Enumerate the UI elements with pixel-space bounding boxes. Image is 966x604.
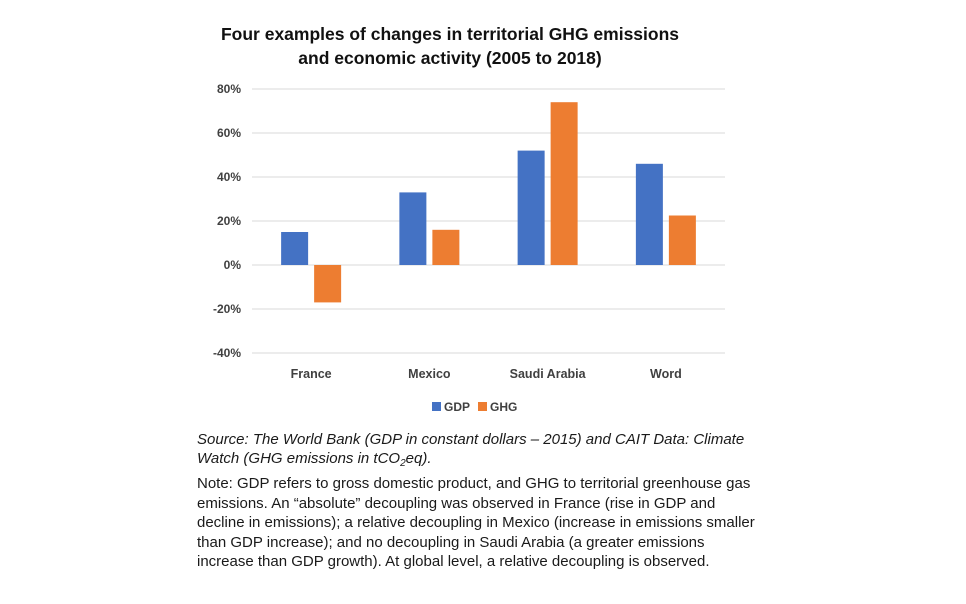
legend-swatch-gdp bbox=[432, 402, 441, 411]
bar-chart: -40% -20% 0% 20% 40% 60% 80% France Mexico Saudi… bbox=[213, 82, 725, 414]
chart-title-line-1: Four examples of changes in territorial … bbox=[220, 24, 680, 44]
x-tick-label: Saudi Arabia bbox=[510, 367, 587, 381]
bar-gdp-france bbox=[281, 232, 309, 265]
bar-gdp-mexico bbox=[399, 192, 427, 265]
x-axis-labels: France Mexico Saudi Arabia Word bbox=[291, 367, 682, 381]
x-tick-label: France bbox=[291, 367, 332, 381]
bar-gdp-word bbox=[635, 163, 663, 265]
y-tick-label: 40% bbox=[217, 170, 241, 184]
source-suffix: eq). bbox=[405, 450, 432, 467]
bar-ghg-word bbox=[668, 215, 696, 265]
bar-ghg-france bbox=[314, 265, 342, 303]
bar-gdp-saudi-arabia bbox=[517, 150, 545, 265]
x-tick-label: Mexico bbox=[408, 367, 451, 381]
legend-label-gdp: GDP bbox=[444, 400, 470, 414]
y-tick-label: 20% bbox=[217, 214, 241, 228]
note-text: Note: GDP refers to gross domestic produ… bbox=[197, 475, 755, 570]
y-tick-label: 80% bbox=[217, 82, 241, 96]
legend-label-ghg: GHG bbox=[490, 400, 517, 414]
chart-title-line-2: and economic activity (2005 to 2018) bbox=[298, 48, 602, 68]
legend: GDP GHG bbox=[432, 400, 517, 414]
bars bbox=[281, 102, 696, 303]
bar-ghg-saudi-arabia bbox=[550, 102, 578, 265]
source-prefix: Source: The World Bank (GDP in constant … bbox=[197, 431, 745, 467]
y-tick-label: 60% bbox=[217, 126, 241, 140]
y-tick-label: -40% bbox=[213, 346, 241, 360]
x-tick-label: Word bbox=[650, 367, 682, 381]
bar-ghg-mexico bbox=[432, 229, 460, 265]
y-tick-label: -20% bbox=[213, 302, 241, 316]
source-subscript: 2 bbox=[400, 458, 406, 469]
legend-swatch-ghg bbox=[478, 402, 487, 411]
source-text: Source: The World Bank (GDP in constant … bbox=[197, 430, 757, 469]
y-axis-ticks: -40% -20% 0% 20% 40% 60% 80% bbox=[213, 82, 241, 360]
chart-title: Four examples of changes in territorial … bbox=[150, 22, 750, 70]
y-tick-label: 0% bbox=[224, 258, 242, 272]
